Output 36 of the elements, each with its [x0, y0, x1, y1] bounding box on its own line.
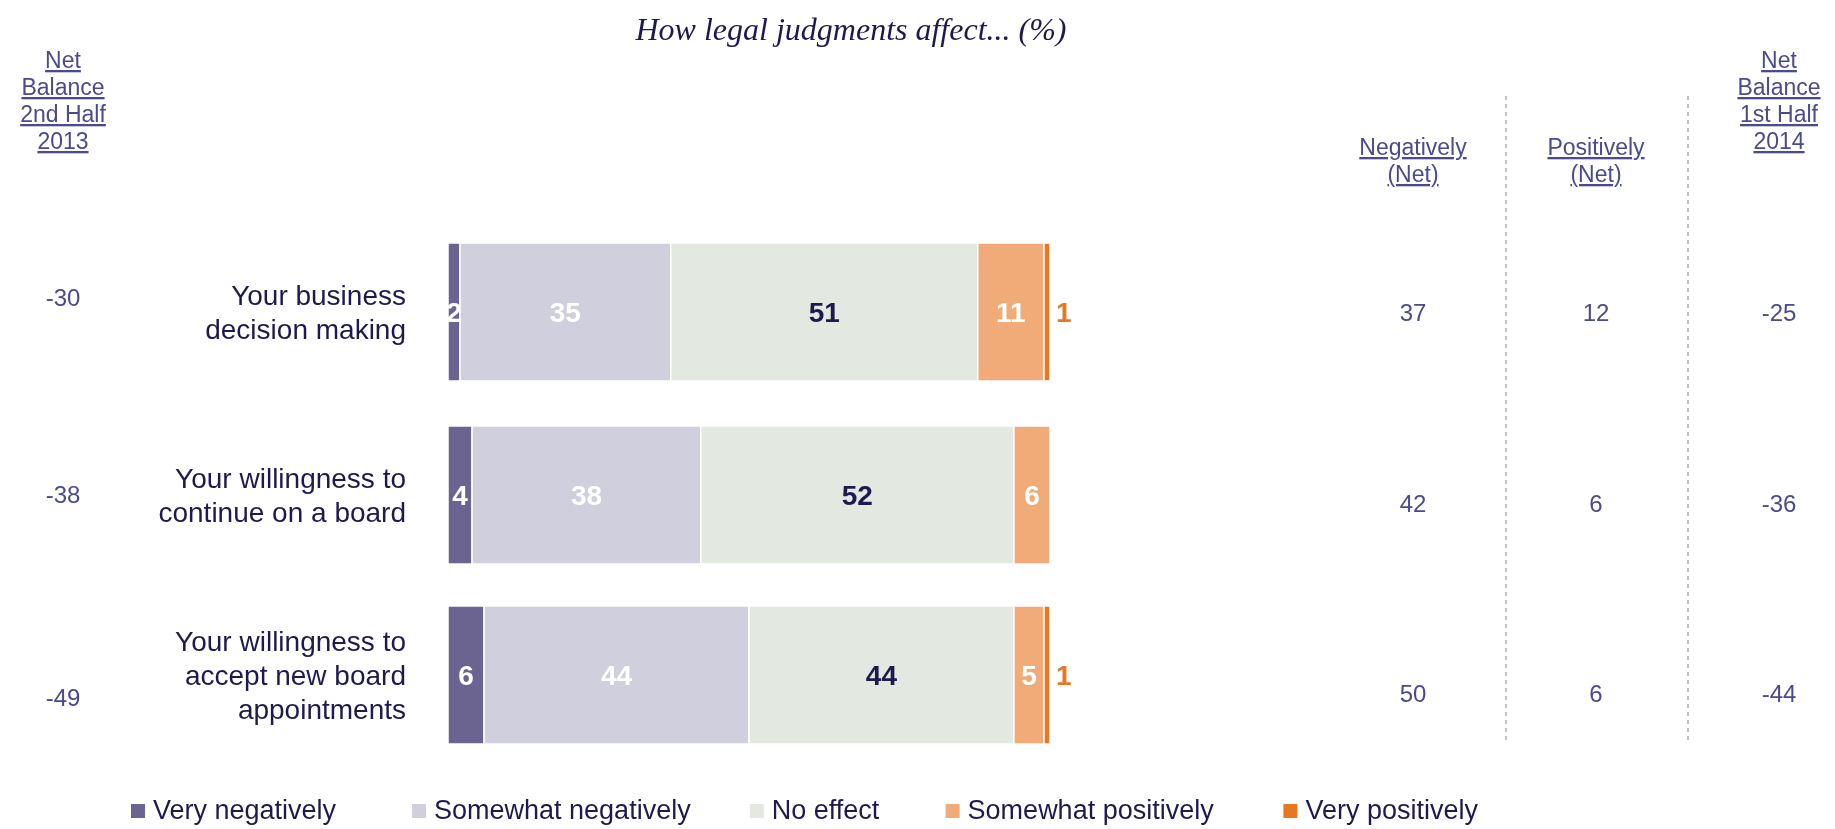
data-label: 52: [841, 479, 873, 511]
data-label: 11: [996, 296, 1026, 328]
legend-item: Very negatively: [131, 795, 337, 825]
data-label: 6: [458, 659, 474, 691]
data-label: 51: [808, 296, 840, 328]
data-label: 44: [865, 659, 898, 691]
data-label: -44: [1761, 680, 1797, 708]
data-label: -49: [45, 684, 81, 712]
y-tick-label: Your willingness to accept new board appointments: [175, 625, 406, 725]
data-label: 1: [1056, 296, 1072, 328]
legend-item: Very positively: [1283, 795, 1478, 825]
series-label: No effect: [771, 795, 880, 825]
data-label: 1: [1056, 659, 1072, 691]
legend-item: Somewhat positively: [945, 795, 1214, 825]
x-tick-label: Negatively (Net): [1359, 134, 1468, 187]
data-label: -36: [1761, 490, 1797, 518]
x-tick-label: Positively (Net): [1547, 134, 1646, 187]
data-label: 6: [1589, 680, 1603, 708]
y-tick-label: Your business decision making: [205, 279, 406, 345]
data-label: 6: [1024, 479, 1040, 511]
legend-item: No effect: [749, 795, 880, 825]
data-label: 50: [1399, 680, 1427, 708]
x-tick-label: Net Balance 2nd Half 2013: [20, 47, 107, 154]
data-label: -38: [45, 481, 81, 509]
chart-title: How legal judgments affect... (%): [634, 11, 1067, 47]
x-tick-label: Net Balance 1st Half 2014: [1737, 47, 1821, 154]
data-label: 37: [1399, 299, 1427, 327]
legend-item: Somewhat negatively: [412, 795, 691, 825]
data-label: -25: [1761, 299, 1797, 327]
data-label: 12: [1582, 299, 1610, 327]
y-tick-label: Your willingness to continue on a board: [158, 462, 406, 528]
data-label: -30: [45, 284, 81, 312]
data-label: 42: [1399, 490, 1427, 518]
data-label: 5: [1021, 659, 1037, 691]
data-label: 4: [452, 479, 469, 511]
data-label: 6: [1589, 490, 1603, 518]
